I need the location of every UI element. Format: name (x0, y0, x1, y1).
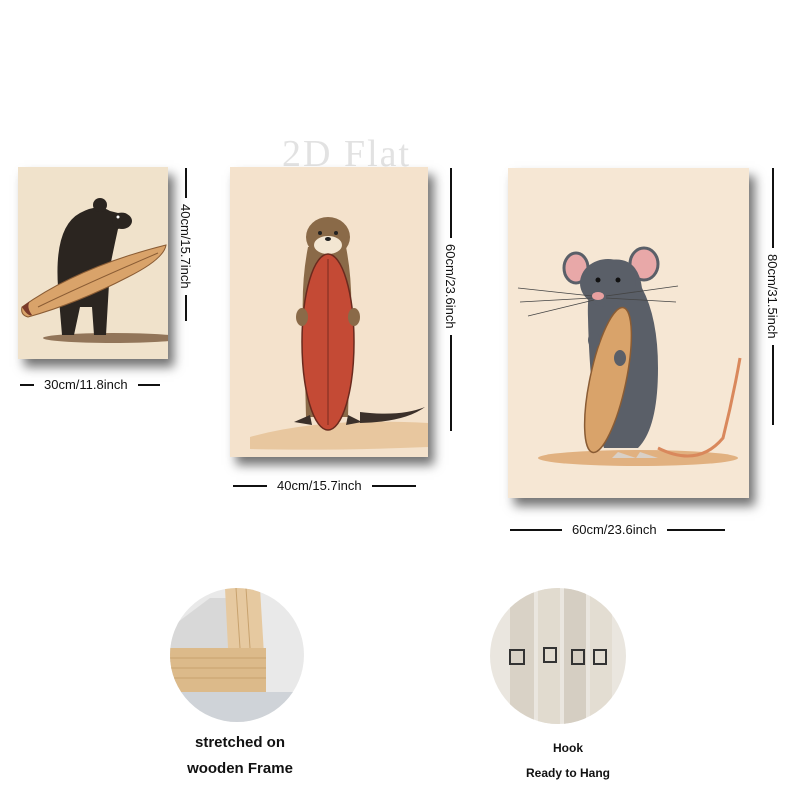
mouse-width-dimension: 60cm/23.6inch (510, 522, 725, 537)
bear-width-dimension: 30cm/11.8inch (20, 377, 160, 392)
hook-caption-line1: Hook (553, 741, 583, 755)
otter-illustration (230, 167, 428, 457)
otter-height-dimension: 60cm/23.6inch (443, 168, 458, 456)
hook-image (490, 588, 626, 724)
mouse-canvas-print (508, 168, 749, 498)
bear-illustration (18, 167, 168, 359)
hook-detail-photo (490, 588, 626, 724)
bear-width-label: 30cm/11.8inch (44, 377, 128, 392)
wooden-frame-image (170, 588, 304, 722)
otter-canvas-print (230, 167, 428, 457)
wooden-frame-detail-photo (170, 588, 304, 722)
otter-height-label: 60cm/23.6inch (443, 244, 458, 329)
hook-caption-line2: Ready to Hang (525, 766, 610, 780)
mouse-width-label: 60cm/23.6inch (572, 522, 657, 537)
frame-caption-line1: stretched on (194, 734, 285, 751)
frame-caption: stretched on wooden Frame (170, 730, 310, 782)
bear-canvas-print (18, 167, 168, 359)
otter-width-dimension: 40cm/15.7inch (233, 478, 416, 493)
mouse-height-dimension: 80cm/31.5inch (765, 168, 780, 498)
mouse-height-label: 80cm/31.5inch (765, 254, 780, 339)
hook-caption: Hook Ready to Hang (500, 736, 636, 786)
bear-height-label: 40cm/15.7inch (178, 204, 193, 289)
otter-width-label: 40cm/15.7inch (277, 478, 362, 493)
bear-height-dimension: 40cm/15.7inch (178, 168, 193, 358)
frame-caption-line2: wooden Frame (187, 760, 293, 777)
mouse-illustration (508, 168, 749, 498)
